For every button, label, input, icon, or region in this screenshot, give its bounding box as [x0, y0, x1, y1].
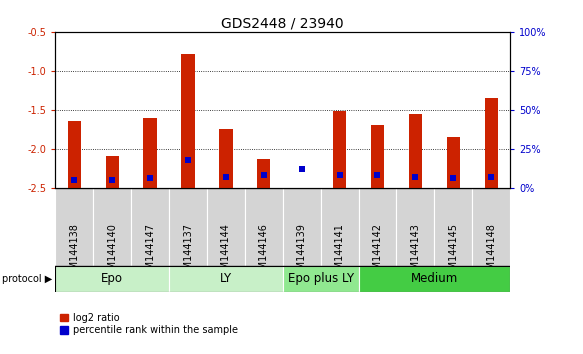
Point	[410, 174, 420, 179]
Bar	[359, 188, 396, 266]
Point	[221, 174, 230, 179]
Bar	[219, 129, 233, 188]
Bar	[207, 188, 245, 266]
Text: GSM144139: GSM144139	[297, 223, 307, 281]
Text: GSM144137: GSM144137	[183, 223, 193, 282]
Bar	[409, 114, 422, 188]
Bar	[333, 111, 346, 188]
Bar	[283, 188, 321, 266]
Bar	[245, 188, 283, 266]
Point	[448, 176, 458, 181]
Text: GSM144140: GSM144140	[107, 223, 117, 281]
Text: LY: LY	[220, 272, 232, 285]
Bar	[93, 188, 131, 266]
Bar	[68, 121, 81, 188]
Bar	[447, 137, 460, 188]
Bar	[472, 188, 510, 266]
Text: GSM144141: GSM144141	[335, 223, 345, 281]
Point	[183, 157, 192, 162]
Point	[486, 174, 496, 179]
Bar	[295, 188, 308, 189]
Point	[373, 172, 382, 178]
Bar	[131, 188, 169, 266]
Text: GSM144142: GSM144142	[373, 223, 382, 282]
Bar	[434, 188, 472, 266]
Bar	[283, 266, 359, 292]
Bar	[106, 156, 119, 188]
Point	[107, 177, 117, 183]
Text: GSM144138: GSM144138	[69, 223, 79, 281]
Text: GSM144147: GSM144147	[145, 223, 155, 282]
Bar	[55, 188, 93, 266]
Bar	[143, 118, 157, 188]
Bar	[181, 54, 195, 188]
Bar	[169, 188, 207, 266]
Text: Medium: Medium	[410, 272, 458, 285]
Bar	[396, 188, 434, 266]
Point	[70, 177, 79, 183]
Text: Epo plus LY: Epo plus LY	[287, 272, 354, 285]
Text: GSM144145: GSM144145	[448, 223, 458, 282]
Legend: log2 ratio, percentile rank within the sample: log2 ratio, percentile rank within the s…	[60, 313, 238, 335]
Text: GSM144144: GSM144144	[221, 223, 231, 281]
Point	[297, 166, 307, 172]
Point	[259, 172, 268, 178]
Point	[146, 176, 155, 181]
Bar	[257, 159, 271, 188]
Text: GSM144146: GSM144146	[259, 223, 269, 281]
Bar	[321, 188, 359, 266]
Bar	[169, 266, 283, 292]
Title: GDS2448 / 23940: GDS2448 / 23940	[222, 17, 344, 31]
Point	[335, 172, 344, 178]
Bar	[371, 125, 384, 188]
Bar	[55, 266, 169, 292]
Bar	[484, 98, 498, 188]
Text: growth protocol ▶: growth protocol ▶	[0, 274, 52, 284]
Bar	[359, 266, 510, 292]
Text: GSM144143: GSM144143	[410, 223, 420, 281]
Text: Epo: Epo	[101, 272, 123, 285]
Text: GSM144148: GSM144148	[486, 223, 496, 281]
